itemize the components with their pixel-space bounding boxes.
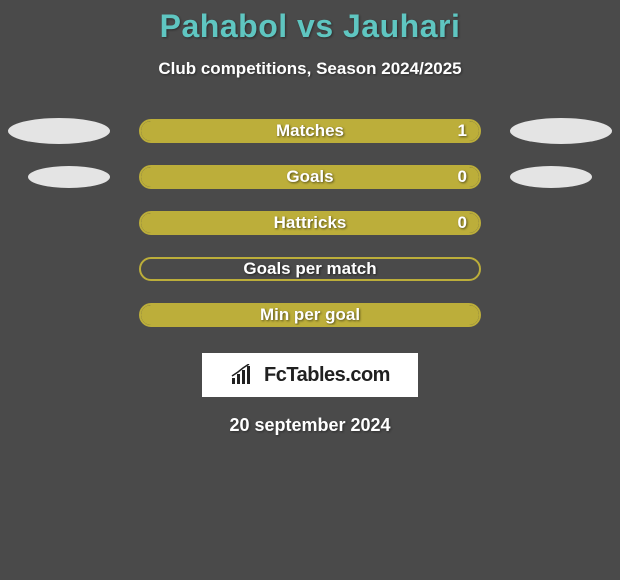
footer-date: 20 september 2024 (0, 415, 620, 436)
decor-ellipse-left (8, 118, 110, 144)
stat-row-matches: Matches 1 (0, 119, 620, 143)
decor-ellipse-left (28, 166, 110, 188)
stat-value: 0 (458, 167, 467, 187)
stat-label: Goals (286, 167, 333, 187)
stat-label: Matches (276, 121, 344, 141)
stat-value: 1 (458, 121, 467, 141)
stat-bar: Goals 0 (139, 165, 481, 189)
stat-row-goals: Goals 0 (0, 165, 620, 189)
stat-label: Min per goal (260, 305, 360, 325)
stat-bar: Hattricks 0 (139, 211, 481, 235)
page-bg: Pahabol vs Jauhari Club competitions, Se… (0, 0, 620, 580)
decor-ellipse-right (510, 118, 612, 144)
stat-bar: Matches 1 (139, 119, 481, 143)
stat-value: 0 (458, 213, 467, 233)
stat-label: Goals per match (243, 259, 376, 279)
stat-row-hattricks: Hattricks 0 (0, 211, 620, 235)
logo-box: FcTables.com (202, 353, 418, 397)
stat-row-min-per-goal: Min per goal (0, 303, 620, 327)
bars-chart-icon (230, 364, 258, 386)
decor-ellipse-right (510, 166, 592, 188)
stat-bar: Min per goal (139, 303, 481, 327)
page-title: Pahabol vs Jauhari (0, 8, 620, 45)
stat-bar: Goals per match (139, 257, 481, 281)
stats-rows: Matches 1 Goals 0 Hattricks 0 (0, 119, 620, 327)
stat-row-goals-per-match: Goals per match (0, 257, 620, 281)
page-subtitle: Club competitions, Season 2024/2025 (0, 59, 620, 79)
logo-text: FcTables.com (264, 364, 390, 387)
stat-label: Hattricks (274, 213, 347, 233)
